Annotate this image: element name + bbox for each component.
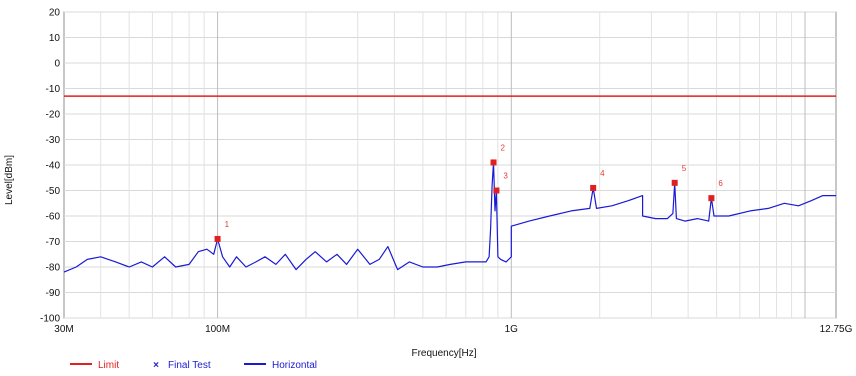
final-test-marker — [214, 235, 221, 242]
y-tick-label: 20 — [49, 8, 61, 19]
x-tick-label: 30M — [54, 324, 73, 335]
y-tick-label: -40 — [46, 161, 61, 172]
y-tick-label: -50 — [46, 186, 61, 197]
y-tick-label: 10 — [49, 33, 61, 44]
final-test-marker-label: 6 — [718, 179, 723, 188]
y-tick-label: -100 — [40, 314, 60, 325]
legend-label: Limit — [98, 360, 119, 371]
y-axis-title: Level[dBm] — [4, 155, 15, 205]
final-test-marker-label: 4 — [600, 169, 605, 178]
x-tick-label: 100M — [205, 324, 230, 335]
legend-marker-glyph: × — [153, 360, 159, 371]
final-test-marker — [493, 187, 500, 194]
final-test-marker-label: 3 — [503, 172, 508, 181]
y-tick-label: -30 — [46, 135, 61, 146]
final-test-marker — [708, 195, 715, 202]
series-line-horizontal — [63, 161, 836, 273]
final-test-marker — [590, 184, 597, 191]
y-tick-label: -70 — [46, 237, 61, 248]
final-test-marker — [671, 179, 678, 186]
legend: Limit × Final Test Horizontal — [70, 360, 317, 371]
series-layer — [63, 95, 836, 273]
grid — [63, 11, 837, 319]
legend-label: Horizontal — [272, 360, 317, 371]
x-axis-title: Frequency[Hz] — [411, 348, 476, 359]
y-tick-label: -80 — [46, 263, 61, 274]
y-tick-label: 0 — [54, 59, 60, 70]
final-test-marker — [490, 159, 497, 166]
x-tick-label: 1G — [505, 324, 519, 335]
y-tick-label: -60 — [46, 212, 61, 223]
x-tick-label: 12.75G — [820, 324, 853, 335]
legend-label: Final Test — [168, 360, 211, 371]
x-axis-ticks: 30M 100M 1G 12.75G — [54, 324, 852, 335]
final-test-markers: 1 2 3 4 5 6 — [214, 143, 723, 242]
y-tick-label: -90 — [46, 288, 61, 299]
final-test-marker-label: 1 — [225, 220, 230, 229]
y-tick-label: -20 — [46, 110, 61, 121]
y-tick-label: -10 — [46, 84, 61, 95]
final-test-marker-label: 2 — [501, 143, 506, 152]
y-axis-ticks: 20 10 0 -10 -20 -30 -40 -50 -60 -70 -80 -90 -100 — [40, 8, 60, 325]
final-test-marker-label: 5 — [682, 164, 687, 173]
